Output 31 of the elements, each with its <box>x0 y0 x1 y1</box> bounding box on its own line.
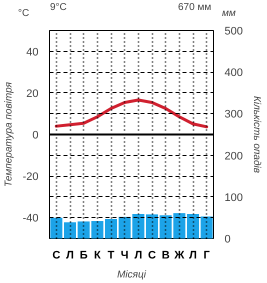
x-tick-label: К <box>94 250 101 262</box>
text: мм <box>222 8 236 19</box>
x-tick-label: В <box>162 250 170 262</box>
x-tick-label: Г <box>204 250 211 262</box>
y-tick-label: 0 <box>32 130 39 142</box>
y-tick-label: -40 <box>22 212 39 225</box>
y2-tick-label: 400 <box>224 67 243 80</box>
text: 9°C <box>50 2 67 13</box>
x-axis-title: Місяці <box>117 270 147 280</box>
line-series <box>54 98 208 128</box>
y-axis-title: Температура повітря <box>4 81 15 187</box>
x-tick-label: Л <box>134 250 142 262</box>
x-tick-label: Л <box>66 250 74 262</box>
y-tick-label: 40 <box>26 46 39 58</box>
y2-tick-label: 0 <box>224 234 231 246</box>
x-tick-label: Т <box>108 250 115 262</box>
x-tick-label: Ч <box>120 250 129 262</box>
y2-tick-label: 200 <box>224 150 243 162</box>
x-tick-label: С <box>148 250 156 262</box>
x-tick-label: Л <box>189 250 197 262</box>
x-tick-label: Б <box>80 250 88 262</box>
y-tick-label: -20 <box>22 171 39 184</box>
x-tick-label: С <box>52 250 60 262</box>
y2-tick-label: 100 <box>224 192 243 204</box>
y2-tick-label: 300 <box>224 108 243 121</box>
text: 670 мм <box>178 2 212 13</box>
x-tick-label: Ж <box>173 250 184 262</box>
text: °C <box>18 8 30 19</box>
y2-axis-title: Кількість опадів <box>250 96 262 173</box>
y2-tick-label: 500 <box>224 26 243 38</box>
y-tick-label: 20 <box>26 88 39 100</box>
